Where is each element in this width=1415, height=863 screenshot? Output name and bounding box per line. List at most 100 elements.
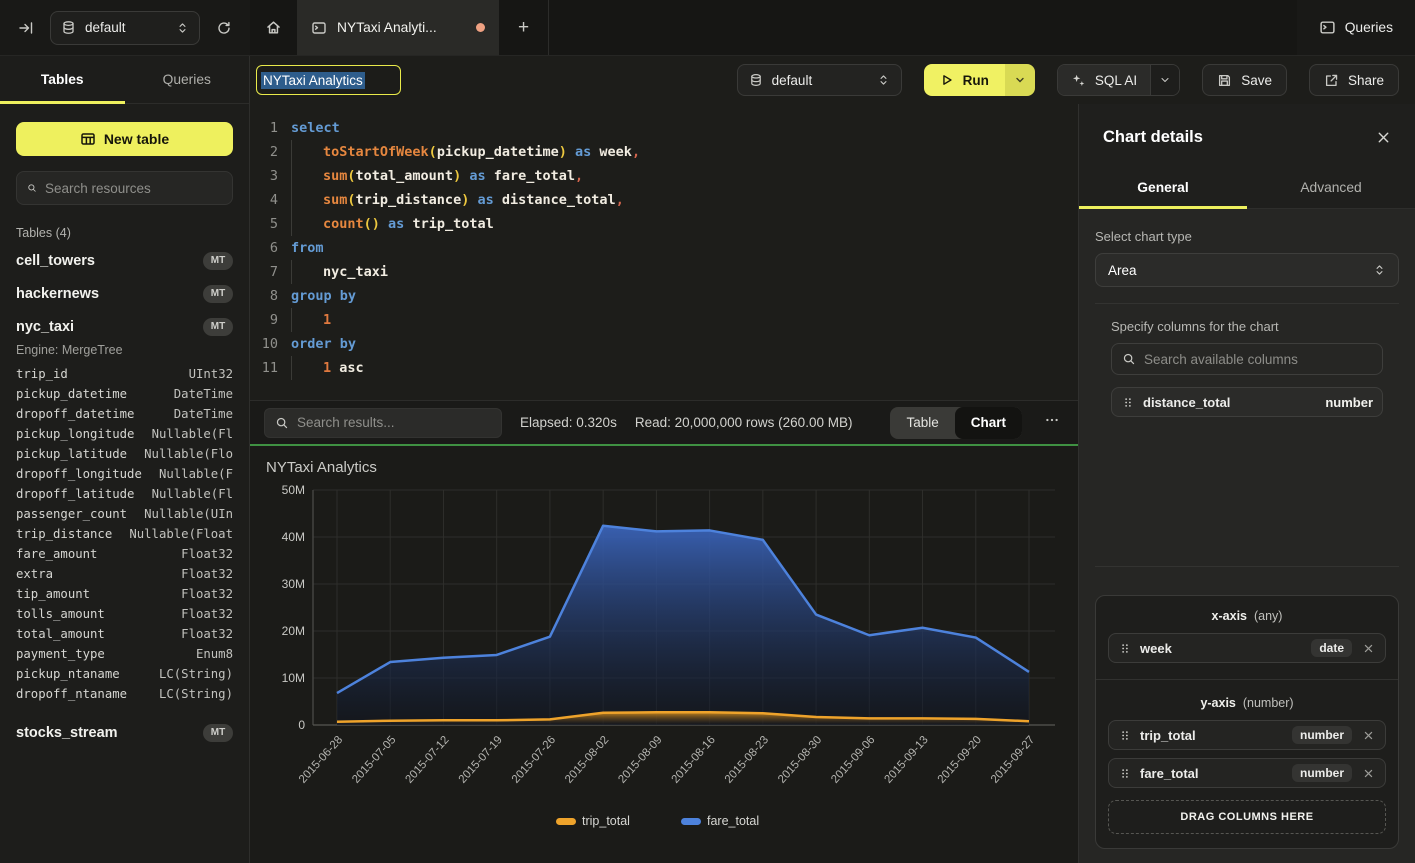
table-item-cell_towers[interactable]: cell_towersMT (16, 244, 233, 277)
x-tick-label: 2015-08-02 (563, 734, 611, 786)
table-item-nyc_taxi[interactable]: nyc_taxiMT (16, 310, 233, 343)
remove-column-button[interactable] (1361, 641, 1376, 656)
sidebar-search (16, 171, 233, 205)
table-grid-icon (80, 131, 96, 147)
search-icon (27, 181, 37, 195)
indent-guide (291, 308, 323, 332)
indent-guide (291, 140, 323, 164)
view-toggle: Table Chart (890, 407, 1022, 439)
divider (1095, 566, 1399, 567)
tab-advanced[interactable]: Advanced (1247, 167, 1415, 208)
view-toggle-chart[interactable]: Chart (955, 407, 1022, 439)
table-item-stocks_stream[interactable]: stocks_streamMT (16, 716, 233, 749)
x-axis-header: x-axis (any) (1108, 609, 1386, 623)
tables-list: cell_towersMThackernewsMTnyc_taxiMTEngin… (16, 244, 233, 749)
chart-details-tabs: General Advanced (1079, 167, 1415, 209)
table-item-hackernews[interactable]: hackernewsMT (16, 277, 233, 310)
tab-nytaxi-analytics[interactable]: NYTaxi Analyti... (297, 0, 499, 55)
table-name: cell_towers (16, 253, 95, 269)
columns-search-input[interactable] (1144, 352, 1372, 367)
column-item: pickup_longitudeNullable(Fl (16, 424, 233, 444)
collapse-sidebar-button[interactable] (14, 16, 38, 40)
new-table-button[interactable]: New table (16, 122, 233, 156)
x-tick-label: 2015-08-09 (616, 734, 664, 786)
y-axis-hint: (number) (1243, 696, 1294, 710)
sidebar-tab-queries[interactable]: Queries (125, 56, 250, 103)
line-number: 2 (250, 140, 278, 164)
code-text: order by (291, 332, 356, 356)
ellipsis-icon (1044, 412, 1060, 428)
available-column-distance_total[interactable]: distance_totalnumber (1111, 387, 1383, 417)
more-options-button[interactable] (1040, 412, 1064, 433)
refresh-button[interactable] (212, 16, 236, 40)
chart-type-select[interactable]: Area (1095, 253, 1399, 287)
drag-handle-icon (1119, 767, 1131, 780)
sql-editor[interactable]: 1select2toStartOfWeek(pickup_datetime) a… (250, 104, 1078, 400)
x-axis-column-week[interactable]: weekdate (1108, 633, 1386, 663)
x-axis-hint: (any) (1254, 609, 1282, 623)
sql-ai-options-button[interactable] (1150, 65, 1179, 95)
editor-line: 5count() as trip_total (250, 212, 1078, 236)
view-toggle-table[interactable]: Table (890, 407, 954, 439)
editor-line: 4sum(trip_distance) as distance_total, (250, 188, 1078, 212)
new-tab-button[interactable]: + (499, 0, 549, 55)
remove-column-button[interactable] (1361, 766, 1376, 781)
code-text: count() as trip_total (291, 212, 494, 236)
column-type-badge: number (1292, 764, 1352, 782)
share-icon (1324, 73, 1339, 88)
area-fare_total (337, 526, 1029, 725)
column-name: payment_type (16, 644, 105, 664)
run-button[interactable]: Run (924, 64, 1005, 96)
indent-guide (291, 188, 323, 212)
legend-label-fare_total: fare_total (707, 814, 759, 828)
sidebar-tabs: Tables Queries (0, 56, 249, 104)
drag-columns-dropzone[interactable]: DRAG COLUMNS HERE (1108, 800, 1386, 834)
results-search-input[interactable] (297, 415, 491, 430)
y-axis-items: trip_totalnumber fare_totalnumber (1108, 720, 1386, 788)
column-item: dropoff_longitudeNullable(F (16, 464, 233, 484)
column-item: extraFloat32 (16, 564, 233, 584)
run-options-button[interactable] (1005, 64, 1035, 96)
sidebar-search-input[interactable] (45, 181, 222, 196)
column-type: Nullable(Float (129, 524, 233, 544)
sidebar: Tables Queries New table Tables (4) cell… (0, 56, 250, 863)
home-button[interactable] (250, 0, 297, 55)
editor-line: 8group by (250, 284, 1078, 308)
drag-handle[interactable] (1119, 729, 1131, 742)
y-axis-column-trip_total[interactable]: trip_totalnumber (1108, 720, 1386, 750)
y-axis-column-fare_total[interactable]: fare_totalnumber (1108, 758, 1386, 788)
share-button[interactable]: Share (1309, 64, 1399, 96)
drag-handle[interactable] (1119, 767, 1131, 780)
sidebar-tab-tables[interactable]: Tables (0, 56, 125, 103)
run-button-label: Run (963, 73, 989, 88)
chart-details-body: Select chart type Area Specify columns f… (1079, 209, 1415, 863)
close-panel-button[interactable] (1374, 128, 1393, 147)
chevron-down-icon (1159, 74, 1171, 86)
drag-handle[interactable] (1119, 642, 1131, 655)
tab-general[interactable]: General (1079, 167, 1247, 208)
table-name: hackernews (16, 286, 99, 302)
save-button[interactable]: Save (1202, 64, 1287, 96)
app-root: default NYTaxi Analyti... + Queries (0, 0, 1415, 863)
editor-line: 2toStartOfWeek(pickup_datetime) as week, (250, 140, 1078, 164)
chart-details-title: Chart details (1103, 128, 1203, 147)
column-type: Nullable(Flo (144, 444, 233, 464)
sidebar-scroll[interactable]: Tables (4) cell_towersMThackernewsMTnyc_… (0, 205, 249, 863)
topbar-left: default (0, 0, 250, 55)
column-item: dropoff_datetimeDateTime (16, 404, 233, 424)
x-tick-label: 2015-07-12 (403, 734, 451, 786)
drag-handle[interactable] (1122, 396, 1134, 409)
column-name: pickup_latitude (16, 444, 127, 464)
query-title-input[interactable]: NYTaxi Analytics (256, 65, 401, 95)
code-text: select (291, 116, 340, 140)
area-chart[interactable]: 010M20M30M40M50M2015-06-282015-07-052015… (264, 478, 1066, 850)
sql-ai-button[interactable]: SQL AI (1058, 65, 1150, 95)
remove-column-button[interactable] (1361, 728, 1376, 743)
sql-ai-button-group: SQL AI (1057, 64, 1180, 96)
queries-button[interactable]: Queries (1319, 19, 1393, 36)
query-database-selector[interactable]: default (737, 64, 902, 96)
chart-title: NYTaxi Analytics (266, 459, 1066, 476)
x-tick-label: 2015-09-06 (829, 734, 877, 786)
column-name: tolls_amount (16, 604, 105, 624)
database-selector[interactable]: default (50, 11, 200, 45)
